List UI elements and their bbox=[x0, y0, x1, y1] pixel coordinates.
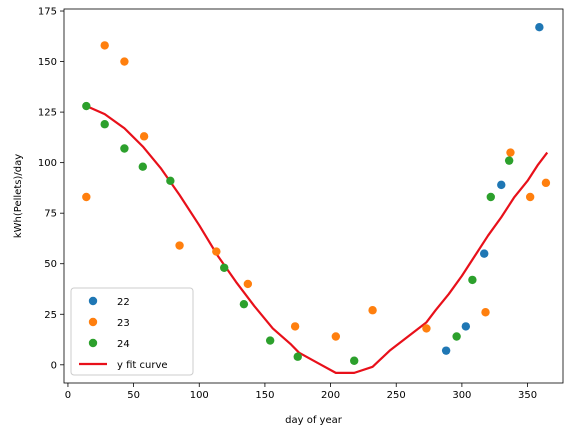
y-tick-label: 175 bbox=[38, 7, 57, 18]
legend-swatch-22 bbox=[88, 296, 98, 306]
legend-swatch-23 bbox=[88, 317, 98, 327]
point-series-24-3 bbox=[138, 162, 147, 171]
legend-box bbox=[70, 287, 194, 376]
point-series-24-10 bbox=[452, 332, 461, 341]
point-series-24-4 bbox=[166, 176, 175, 186]
x-tick-label: 200 bbox=[321, 390, 340, 401]
legend-swatch-24 bbox=[88, 338, 98, 348]
point-series-24-5 bbox=[220, 263, 229, 272]
point-series-23-8 bbox=[331, 332, 341, 341]
point-series-23-6 bbox=[243, 279, 253, 289]
x-tick-label: 50 bbox=[127, 390, 140, 401]
y-tick-label: 75 bbox=[44, 209, 57, 220]
legend: 22 23 24 y fit curve bbox=[70, 287, 194, 376]
point-series-24-2 bbox=[120, 144, 129, 153]
y-tick-label: 100 bbox=[38, 158, 57, 169]
legend-label: 23 bbox=[117, 318, 130, 329]
y-tick-label: 150 bbox=[38, 57, 57, 68]
x-tick-label: 300 bbox=[452, 390, 471, 401]
legend-label: 22 bbox=[117, 297, 130, 308]
point-series-23-14 bbox=[541, 178, 551, 188]
fit-curve-line bbox=[85, 105, 549, 374]
point-series-22-0 bbox=[441, 346, 451, 355]
point-series-24-13 bbox=[504, 156, 514, 165]
point-series-23-7 bbox=[290, 322, 300, 331]
y-tick-label: 25 bbox=[44, 310, 57, 321]
point-series-23-11 bbox=[481, 308, 490, 317]
point-series-24-8 bbox=[293, 352, 302, 361]
point-series-24-1 bbox=[100, 120, 109, 129]
point-series-23-9 bbox=[368, 306, 377, 315]
point-series-24-9 bbox=[350, 356, 359, 365]
point-series-24-11 bbox=[468, 275, 477, 285]
legend-label: 24 bbox=[117, 339, 130, 350]
point-series-24-7 bbox=[265, 336, 275, 345]
point-series-23-12 bbox=[506, 148, 515, 157]
x-axis-title: day of year bbox=[285, 415, 343, 426]
plot-marks bbox=[82, 22, 551, 374]
point-series-23-3 bbox=[139, 132, 149, 141]
x-tick-label: 350 bbox=[518, 390, 537, 401]
x-tick-label: 150 bbox=[255, 390, 274, 401]
x-tick-label: 250 bbox=[387, 390, 406, 401]
point-series-24-12 bbox=[486, 192, 495, 202]
y-tick-label: 125 bbox=[38, 108, 57, 119]
point-series-24-6 bbox=[239, 299, 249, 309]
legend-label: y fit curve bbox=[117, 360, 168, 371]
point-series-22-3 bbox=[497, 180, 506, 190]
point-series-22-4 bbox=[535, 22, 544, 32]
plot-frame bbox=[63, 8, 564, 384]
x-axis: 0 50 100 150 200 250 300 350 bbox=[65, 383, 537, 401]
point-series-23-5 bbox=[212, 247, 221, 256]
point-series-22-1 bbox=[461, 322, 471, 331]
point-series-23-10 bbox=[422, 324, 431, 333]
point-series-23-13 bbox=[525, 192, 535, 202]
point-series-23-1 bbox=[100, 41, 109, 50]
x-tick-label: 100 bbox=[190, 390, 209, 401]
point-series-23-0 bbox=[82, 192, 91, 202]
y-tick-label: 50 bbox=[44, 259, 57, 270]
y-axis-title: kWh(Pellets)/day bbox=[13, 154, 24, 238]
point-series-24-0 bbox=[82, 101, 91, 111]
point-series-22-2 bbox=[480, 249, 489, 258]
point-series-23-2 bbox=[120, 57, 129, 66]
y-axis: 0 25 50 75 100 125 150 175 bbox=[38, 7, 64, 371]
point-series-23-4 bbox=[175, 241, 184, 250]
x-tick-label: 0 bbox=[65, 390, 71, 401]
y-tick-label: 0 bbox=[51, 360, 57, 371]
